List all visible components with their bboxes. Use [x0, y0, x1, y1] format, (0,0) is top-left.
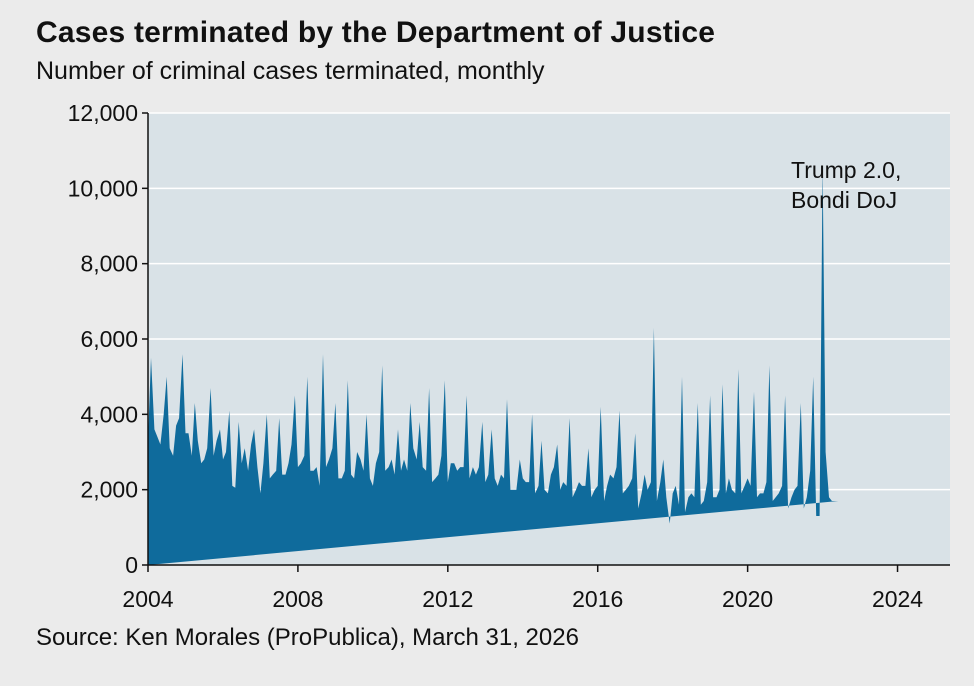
x-axis: 2004 2008 2012 2016 2020 2024	[122, 565, 923, 612]
x-tick-label: 2012	[422, 586, 473, 612]
x-tick-label: 2020	[722, 586, 773, 612]
x-tick-label: 2004	[122, 586, 173, 612]
gridlines	[148, 112, 950, 491]
y-tick-label: 2,000	[80, 477, 138, 503]
annotation-line-1: Trump 2.0,	[791, 157, 901, 183]
x-tick-label: 2016	[572, 586, 623, 612]
x-tick-label: 2008	[272, 586, 323, 612]
x-tick-label: 2024	[872, 586, 923, 612]
chart-title: Cases terminated by the Department of Ju…	[36, 16, 716, 49]
y-tick-label: 12,000	[68, 100, 138, 126]
y-tick-label: 6,000	[80, 326, 138, 352]
y-tick-label: 4,000	[80, 401, 138, 427]
y-tick-label: 8,000	[80, 251, 138, 277]
source-note: Source: Ken Morales (ProPublica), March …	[36, 624, 579, 651]
y-tick-label: 10,000	[68, 175, 138, 201]
area-series	[148, 165, 839, 565]
annotation-line-2: Bondi DoJ	[791, 187, 897, 213]
y-axis: 0 2,000 4,000 6,000 8,000 10,000 12,000	[68, 100, 148, 578]
chart-subtitle: Number of criminal cases terminated, mon…	[36, 57, 545, 85]
y-tick-label: 0	[125, 552, 138, 578]
